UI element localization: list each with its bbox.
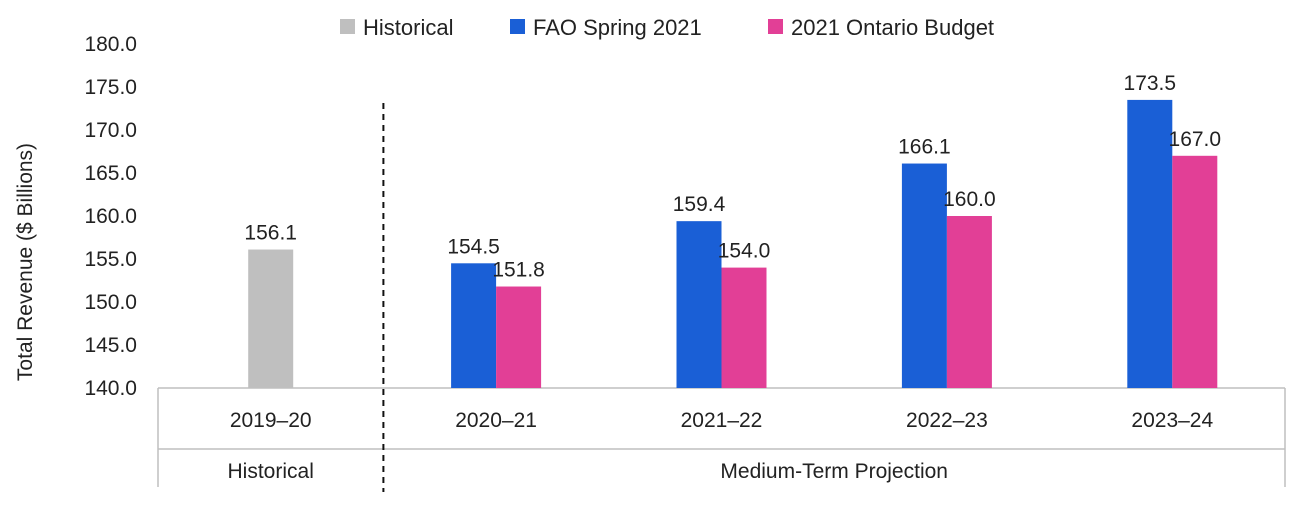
data-label: 159.4	[673, 193, 726, 216]
group-label: Historical	[228, 460, 314, 483]
legend-label: FAO Spring 2021	[533, 15, 702, 40]
y-tick-label: 165.0	[84, 162, 137, 185]
y-tick-label: 180.0	[84, 33, 137, 56]
x-tick-label: 2020–21	[455, 409, 537, 432]
legend-label: 2021 Ontario Budget	[791, 15, 994, 40]
data-label: 151.8	[492, 259, 545, 282]
bar	[901, 163, 947, 388]
legend-swatch	[340, 19, 355, 34]
y-tick-label: 155.0	[84, 248, 137, 271]
y-tick-label: 170.0	[84, 119, 137, 142]
x-tick-label: 2022–23	[906, 409, 988, 432]
data-label: 173.5	[1124, 72, 1177, 95]
legend-label: Historical	[363, 15, 453, 40]
data-label: 160.0	[943, 188, 996, 211]
bar	[1127, 99, 1173, 389]
y-tick-label: 140.0	[84, 377, 137, 400]
legend: Historical FAO Spring 2021 2021 Ontario Bu…	[340, 15, 994, 40]
y-tick-label: 150.0	[84, 291, 137, 314]
legend-swatch	[768, 19, 783, 34]
legend-swatch	[510, 19, 525, 34]
x-tick-label: 2021–22	[681, 409, 763, 432]
bar	[248, 249, 294, 388]
bar	[1172, 155, 1218, 388]
bar	[946, 216, 992, 388]
data-label: 156.1	[244, 222, 297, 245]
y-axis: 140.0 145.0 150.0 155.0 160.0 165.0 170.0 175.0…	[84, 33, 137, 400]
bar	[451, 263, 497, 388]
y-axis-title: Total Revenue ($ Billions)	[14, 143, 37, 381]
data-label: 167.0	[1169, 128, 1222, 151]
y-tick-label: 160.0	[84, 205, 137, 228]
bar	[721, 267, 767, 388]
data-label: 166.1	[898, 136, 951, 159]
data-label: 154.0	[718, 240, 771, 263]
group-label: Medium-Term Projection	[720, 460, 948, 483]
bar	[496, 286, 542, 388]
data-label: 154.5	[447, 235, 500, 258]
category-labels: 2019–20 2020–21 2021–22 2022–23 2023–24 Histo…	[228, 409, 1214, 483]
bar	[676, 221, 722, 388]
x-tick-label: 2023–24	[1131, 409, 1213, 432]
bars	[248, 99, 1218, 389]
x-tick-label: 2019–20	[230, 409, 312, 432]
y-tick-label: 145.0	[84, 334, 137, 357]
y-tick-label: 175.0	[84, 76, 137, 99]
